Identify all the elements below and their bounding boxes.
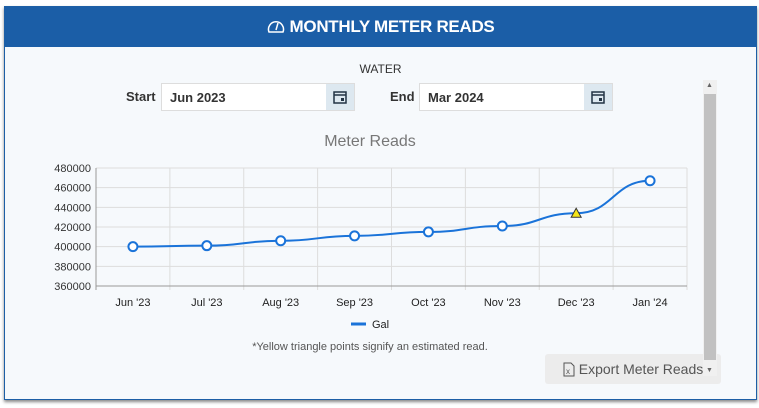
y-tick-label: 380000 xyxy=(54,261,91,273)
x-tick-label: Jun '23 xyxy=(115,297,150,309)
start-calendar-button[interactable] xyxy=(326,84,354,110)
y-tick-label: 400000 xyxy=(54,242,91,254)
scrollbar-thumb[interactable] xyxy=(704,94,716,360)
excel-file-icon: x xyxy=(563,362,575,376)
gauge-icon xyxy=(267,21,284,33)
data-point xyxy=(496,220,508,232)
x-tick-label: Aug '23 xyxy=(262,297,299,309)
x-tick-label: Sep '23 xyxy=(336,297,373,309)
start-date-value: Jun 2023 xyxy=(170,89,226,105)
svg-text:x: x xyxy=(566,367,570,376)
end-label: End xyxy=(390,89,415,104)
legend-label: Gal xyxy=(372,319,389,331)
export-label: Export Meter Reads xyxy=(578,361,704,377)
end-date-value: Mar 2024 xyxy=(428,89,484,105)
card-header: MONTHLY METER READS xyxy=(5,7,756,47)
y-tick-label: 480000 xyxy=(54,163,91,175)
data-point xyxy=(127,241,139,253)
calendar-icon xyxy=(591,91,605,104)
x-tick-label: Nov '23 xyxy=(484,297,521,309)
card-title: MONTHLY METER READS xyxy=(289,17,495,36)
export-meter-reads-button[interactable]: x Export Meter Reads xyxy=(545,354,721,384)
chart-title: Meter Reads xyxy=(324,133,416,150)
y-tick-label: 440000 xyxy=(54,202,91,214)
x-tick-label: Jan '24 xyxy=(632,297,667,309)
data-point xyxy=(422,226,434,238)
y-tick-label: 360000 xyxy=(54,281,91,293)
data-point xyxy=(275,235,287,247)
x-tick-label: Oct '23 xyxy=(411,297,446,309)
utility-label: WATER xyxy=(359,62,402,76)
line-chart: 480000 460000 440000 420000 400000 380000 3600… xyxy=(54,163,688,331)
start-date-input[interactable]: Jun 2023 xyxy=(161,83,355,111)
scrollbar[interactable]: ▲ ▼ xyxy=(703,80,717,376)
x-tick-label: Jul '23 xyxy=(191,297,222,309)
calendar-icon xyxy=(333,91,347,104)
scroll-up-arrow[interactable]: ▲ xyxy=(706,82,713,89)
start-label: Start xyxy=(126,89,156,104)
data-point xyxy=(349,230,361,242)
estimated-point xyxy=(570,207,583,218)
end-date-input[interactable]: Mar 2024 xyxy=(419,83,613,111)
y-tick-label: 460000 xyxy=(54,183,91,195)
data-point xyxy=(201,240,213,252)
scroll-down-arrow[interactable]: ▼ xyxy=(706,367,713,374)
end-calendar-button[interactable] xyxy=(584,84,612,110)
data-point xyxy=(644,175,656,187)
y-tick-label: 420000 xyxy=(54,222,91,234)
meter-reads-card: MONTHLY METER READS WATER Start Jun 2023… xyxy=(4,6,757,400)
x-tick-label: Dec '23 xyxy=(558,297,595,309)
estimated-note: *Yellow triangle points signify an estim… xyxy=(252,341,488,353)
